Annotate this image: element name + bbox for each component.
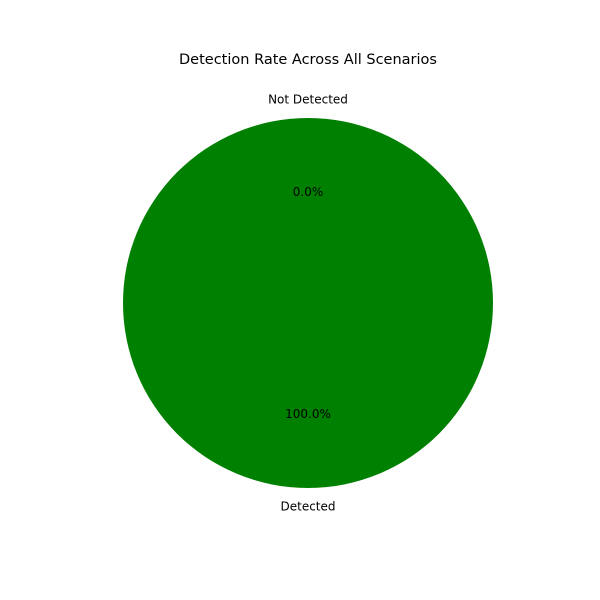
chart-title: Detection Rate Across All Scenarios xyxy=(179,52,437,68)
pie-labels: Detected 100.0% Not Detected 0.0% xyxy=(268,93,348,514)
pct-label-not-detected: 0.0% xyxy=(293,185,324,199)
slice-label-not-detected: Not Detected xyxy=(268,93,348,107)
pie-slices xyxy=(123,118,493,488)
slice-label-detected: Detected xyxy=(280,500,335,514)
pie-slice-detected xyxy=(123,118,493,488)
pct-label-detected: 100.0% xyxy=(285,407,331,421)
